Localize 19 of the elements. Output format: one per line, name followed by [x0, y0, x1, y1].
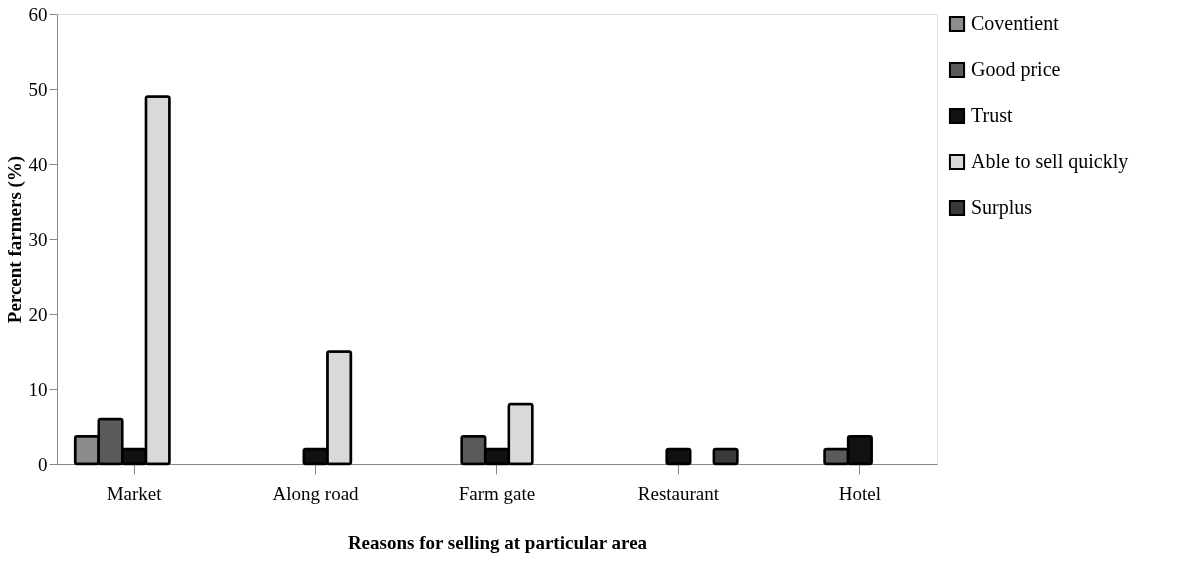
- y-tick-label: 40: [28, 153, 48, 175]
- y-tick-label: 10: [28, 378, 48, 400]
- y-tick-label: 30: [28, 228, 48, 250]
- x-tick-label: Farm gate: [458, 482, 536, 504]
- x-tick-label: Along road: [272, 482, 360, 504]
- x-axis-title: Reasons for selling at particular area: [347, 531, 648, 553]
- legend-label: Good price: [971, 58, 1061, 81]
- y-tick-label: 0: [38, 453, 48, 475]
- y-tick-label: 20: [28, 303, 48, 325]
- y-tick-label: 60: [28, 3, 48, 25]
- x-tick-label: Restaurant: [637, 482, 720, 504]
- legend-label: Able to sell quickly: [971, 150, 1129, 173]
- y-axis-title: Percent farmers (%): [3, 155, 26, 324]
- legend-label: Surplus: [971, 196, 1033, 219]
- y-tick-label: 50: [28, 78, 48, 100]
- legend-label: Coventient: [971, 12, 1060, 34]
- x-tick-label: Hotel: [838, 482, 881, 504]
- x-tick-label: Market: [106, 482, 163, 504]
- legend-label: Trust: [971, 104, 1013, 126]
